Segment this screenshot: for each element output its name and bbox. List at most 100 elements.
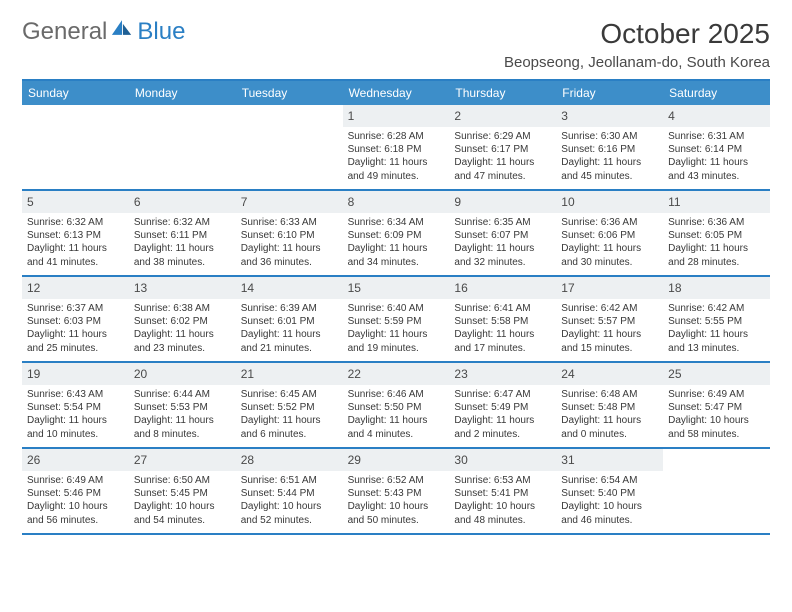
logo-text-blue: Blue [137,18,185,46]
sunset-text: Sunset: 6:16 PM [561,143,658,156]
daylight-text: Daylight: 11 hours and 28 minutes. [668,242,765,268]
day-cell: 21Sunrise: 6:45 AMSunset: 5:52 PMDayligh… [236,363,343,447]
day-cell: 14Sunrise: 6:39 AMSunset: 6:01 PMDayligh… [236,277,343,361]
sunset-text: Sunset: 6:13 PM [27,229,124,242]
daylight-text: Daylight: 11 hours and 32 minutes. [454,242,551,268]
day-cell: 26Sunrise: 6:49 AMSunset: 5:46 PMDayligh… [22,449,129,533]
daylight-text: Daylight: 11 hours and 4 minutes. [348,414,445,440]
day-number: 12 [22,277,129,299]
week-row: ...1Sunrise: 6:28 AMSunset: 6:18 PMDayli… [22,105,770,191]
weekday-header: Thursday [449,81,556,105]
daylight-text: Daylight: 11 hours and 6 minutes. [241,414,338,440]
day-number: 13 [129,277,236,299]
daylight-text: Daylight: 11 hours and 10 minutes. [27,414,124,440]
daylight-text: Daylight: 11 hours and 19 minutes. [348,328,445,354]
header: General Blue October 2025 Beopseong, Jeo… [22,18,770,71]
day-number: 28 [236,449,343,471]
day-info: Sunrise: 6:54 AMSunset: 5:40 PMDaylight:… [559,474,660,527]
day-cell: . [22,105,129,189]
sunrise-text: Sunrise: 6:28 AM [348,130,445,143]
day-number: 3 [556,105,663,127]
day-info: Sunrise: 6:47 AMSunset: 5:49 PMDaylight:… [452,388,553,441]
day-cell: 29Sunrise: 6:52 AMSunset: 5:43 PMDayligh… [343,449,450,533]
day-number: 8 [343,191,450,213]
logo-sail-icon [111,18,133,37]
day-info: Sunrise: 6:51 AMSunset: 5:44 PMDaylight:… [239,474,340,527]
day-cell: 30Sunrise: 6:53 AMSunset: 5:41 PMDayligh… [449,449,556,533]
sunset-text: Sunset: 5:46 PM [27,487,124,500]
daylight-text: Daylight: 11 hours and 21 minutes. [241,328,338,354]
day-cell: 16Sunrise: 6:41 AMSunset: 5:58 PMDayligh… [449,277,556,361]
sunset-text: Sunset: 5:55 PM [668,315,765,328]
day-info: Sunrise: 6:46 AMSunset: 5:50 PMDaylight:… [346,388,447,441]
day-cell: 2Sunrise: 6:29 AMSunset: 6:17 PMDaylight… [449,105,556,189]
sunset-text: Sunset: 6:17 PM [454,143,551,156]
sunrise-text: Sunrise: 6:31 AM [668,130,765,143]
day-cell: 31Sunrise: 6:54 AMSunset: 5:40 PMDayligh… [556,449,663,533]
week-row: 26Sunrise: 6:49 AMSunset: 5:46 PMDayligh… [22,449,770,535]
sunrise-text: Sunrise: 6:36 AM [668,216,765,229]
day-info: Sunrise: 6:35 AMSunset: 6:07 PMDaylight:… [452,216,553,269]
weekday-header: Saturday [663,81,770,105]
month-title: October 2025 [504,18,770,50]
sunset-text: Sunset: 6:11 PM [134,229,231,242]
day-cell: 4Sunrise: 6:31 AMSunset: 6:14 PMDaylight… [663,105,770,189]
weeks-container: ...1Sunrise: 6:28 AMSunset: 6:18 PMDayli… [22,105,770,535]
day-number: 25 [663,363,770,385]
sunset-text: Sunset: 5:54 PM [27,401,124,414]
day-info: Sunrise: 6:32 AMSunset: 6:11 PMDaylight:… [132,216,233,269]
day-info: Sunrise: 6:32 AMSunset: 6:13 PMDaylight:… [25,216,126,269]
daylight-text: Daylight: 11 hours and 45 minutes. [561,156,658,182]
day-cell: 6 Sunrise: 6:32 AMSunset: 6:11 PMDaylight… [129,191,236,275]
sunrise-text: Sunrise: 6:38 AM [134,302,231,315]
daylight-text: Daylight: 11 hours and 2 minutes. [454,414,551,440]
daylight-text: Daylight: 11 hours and 43 minutes. [668,156,765,182]
day-number: 30 [449,449,556,471]
day-number: 17 [556,277,663,299]
day-cell: . [129,105,236,189]
day-info: Sunrise: 6:49 AMSunset: 5:47 PMDaylight:… [666,388,767,441]
daylight-text: Daylight: 10 hours and 46 minutes. [561,500,658,526]
daylight-text: Daylight: 10 hours and 56 minutes. [27,500,124,526]
sunset-text: Sunset: 5:45 PM [134,487,231,500]
day-cell: 12 Sunrise: 6:37 AMSunset: 6:03 PMDayligh… [22,277,129,361]
daylight-text: Daylight: 11 hours and 15 minutes. [561,328,658,354]
day-number: 16 [449,277,556,299]
sunset-text: Sunset: 6:18 PM [348,143,445,156]
sunset-text: Sunset: 5:58 PM [454,315,551,328]
day-number: 6 [129,191,236,213]
day-info: Sunrise: 6:45 AMSunset: 5:52 PMDaylight:… [239,388,340,441]
day-cell: 10Sunrise: 6:36 AMSunset: 6:06 PMDayligh… [556,191,663,275]
day-cell: 24Sunrise: 6:48 AMSunset: 5:48 PMDayligh… [556,363,663,447]
day-number: 1 [343,105,450,127]
weekday-header: Friday [556,81,663,105]
daylight-text: Daylight: 11 hours and 41 minutes. [27,242,124,268]
sunrise-text: Sunrise: 6:49 AM [27,474,124,487]
day-number: 19 [22,363,129,385]
day-cell: . [236,105,343,189]
day-cell: 15Sunrise: 6:40 AMSunset: 5:59 PMDayligh… [343,277,450,361]
sunset-text: Sunset: 5:49 PM [454,401,551,414]
daylight-text: Daylight: 10 hours and 48 minutes. [454,500,551,526]
location: Beopseong, Jeollanam-do, South Korea [504,54,770,71]
sunrise-text: Sunrise: 6:44 AM [134,388,231,401]
sunset-text: Sunset: 6:03 PM [27,315,124,328]
week-row: 5Sunrise: 6:32 AMSunset: 6:13 PMDaylight… [22,191,770,277]
daylight-text: Daylight: 11 hours and 25 minutes. [27,328,124,354]
day-info: Sunrise: 6:37 AMSunset: 6:03 PMDaylight:… [25,302,126,355]
sunrise-text: Sunrise: 6:36 AM [561,216,658,229]
sunset-text: Sunset: 5:48 PM [561,401,658,414]
title-block: October 2025 Beopseong, Jeollanam-do, So… [504,18,770,71]
sunset-text: Sunset: 6:10 PM [241,229,338,242]
sunrise-text: Sunrise: 6:51 AM [241,474,338,487]
day-info: Sunrise: 6:43 AMSunset: 5:54 PMDaylight:… [25,388,126,441]
sunrise-text: Sunrise: 6:37 AM [27,302,124,315]
day-number: 23 [449,363,556,385]
sunrise-text: Sunrise: 6:30 AM [561,130,658,143]
weekday-header: Monday [129,81,236,105]
sunset-text: Sunset: 5:57 PM [561,315,658,328]
day-number: 20 [129,363,236,385]
sunrise-text: Sunrise: 6:35 AM [454,216,551,229]
sunset-text: Sunset: 6:14 PM [668,143,765,156]
day-info: Sunrise: 6:39 AMSunset: 6:01 PMDaylight:… [239,302,340,355]
